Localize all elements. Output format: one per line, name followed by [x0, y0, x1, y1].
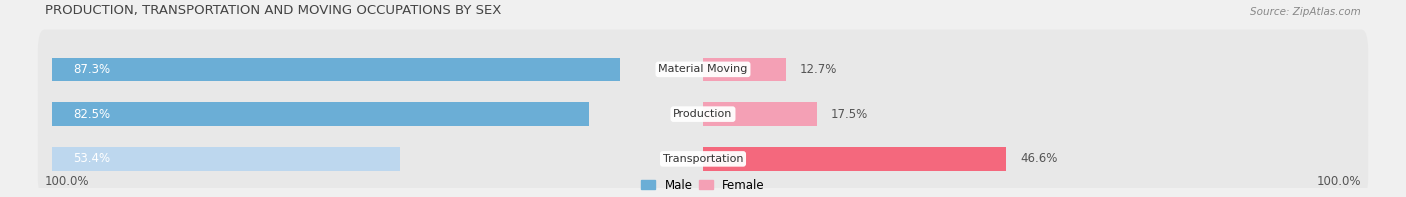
FancyBboxPatch shape: [38, 30, 1368, 109]
Bar: [52, 102, 589, 126]
Text: Transportation: Transportation: [662, 154, 744, 164]
Text: Material Moving: Material Moving: [658, 64, 748, 74]
Bar: [703, 58, 786, 81]
Text: 87.3%: 87.3%: [73, 63, 110, 76]
Text: 12.7%: 12.7%: [800, 63, 837, 76]
Text: 53.4%: 53.4%: [73, 152, 110, 165]
Text: Source: ZipAtlas.com: Source: ZipAtlas.com: [1250, 7, 1361, 17]
Text: 17.5%: 17.5%: [831, 108, 869, 121]
Text: 46.6%: 46.6%: [1021, 152, 1057, 165]
FancyBboxPatch shape: [38, 119, 1368, 197]
Text: 100.0%: 100.0%: [1316, 175, 1361, 188]
Legend: Male, Female: Male, Female: [637, 174, 769, 196]
Text: 82.5%: 82.5%: [73, 108, 110, 121]
Bar: [703, 147, 1007, 171]
Text: 100.0%: 100.0%: [45, 175, 90, 188]
Bar: [52, 58, 620, 81]
FancyBboxPatch shape: [38, 74, 1368, 154]
Bar: [52, 147, 399, 171]
Bar: [703, 102, 817, 126]
Text: Production: Production: [673, 109, 733, 119]
Text: PRODUCTION, TRANSPORTATION AND MOVING OCCUPATIONS BY SEX: PRODUCTION, TRANSPORTATION AND MOVING OC…: [45, 4, 501, 17]
